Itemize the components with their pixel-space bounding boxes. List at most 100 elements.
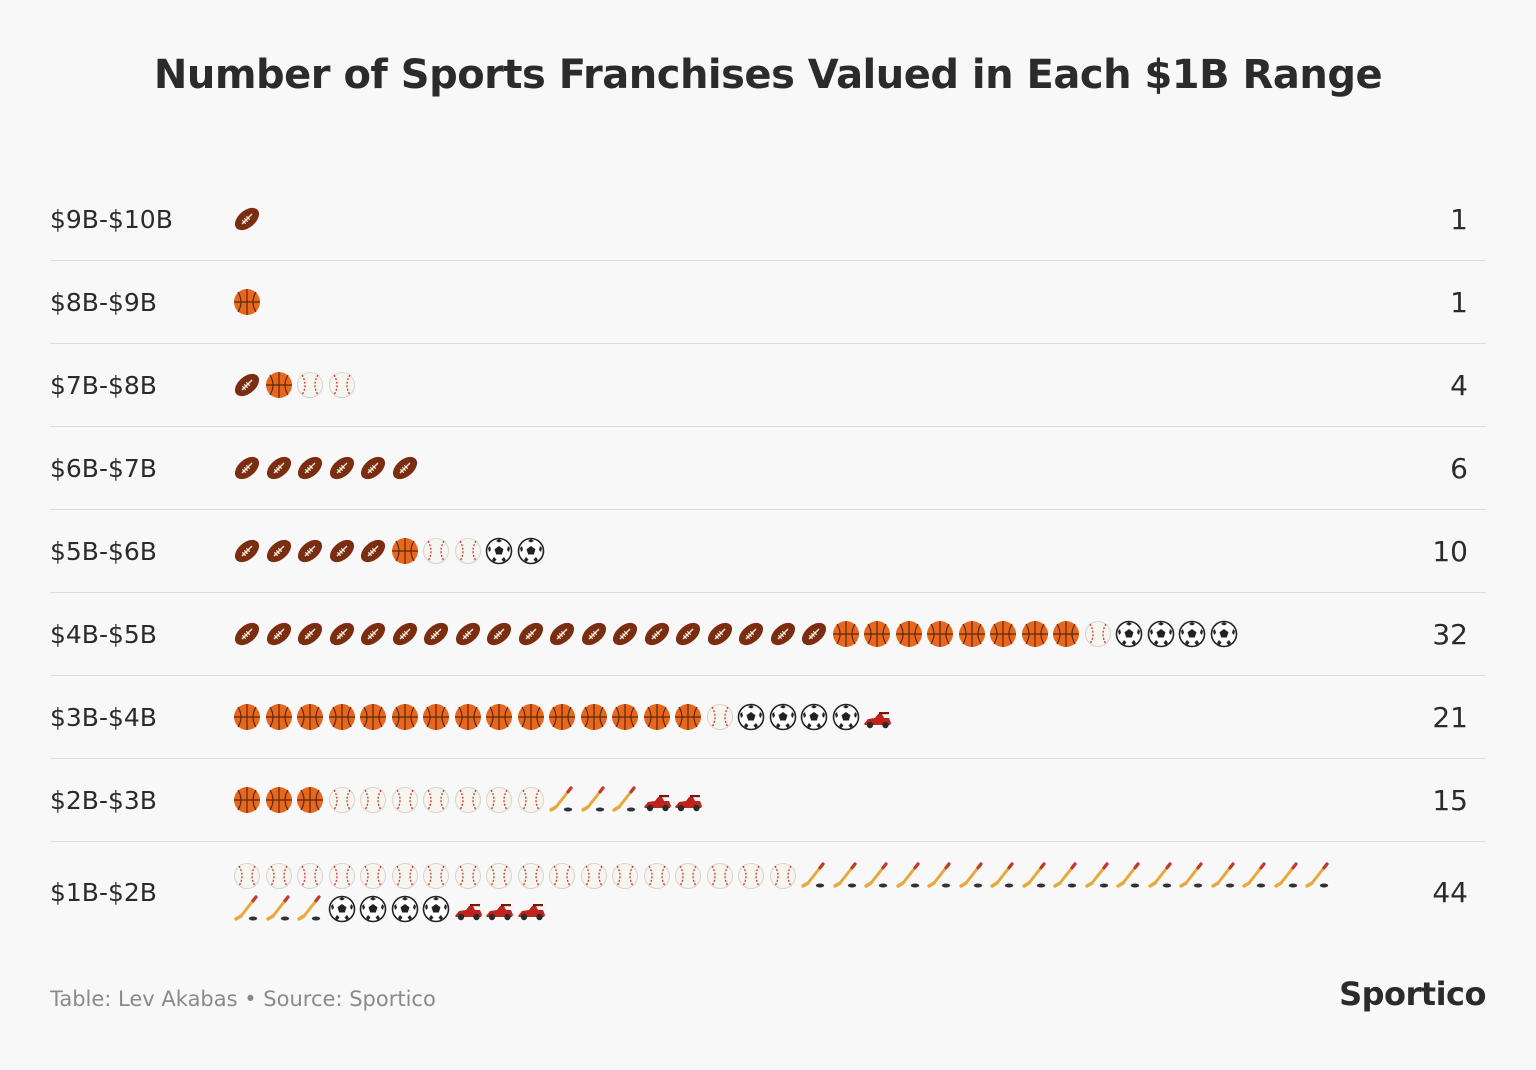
- football-icon: [736, 619, 766, 649]
- basketball-icon: [453, 702, 483, 732]
- table-row: $4B-$5B 32: [50, 593, 1486, 676]
- hockey-icon: [894, 861, 924, 891]
- range-label: $3B-$4B: [50, 702, 157, 732]
- hockey-icon: [232, 894, 262, 924]
- team-icons: [232, 759, 1342, 841]
- baseball-icon: [642, 861, 672, 891]
- football-icon: [327, 453, 357, 483]
- football-icon: [295, 536, 325, 566]
- racing-icon: [516, 894, 546, 924]
- football-icon: [390, 453, 420, 483]
- hockey-icon: [925, 861, 955, 891]
- basketball-icon: [988, 619, 1018, 649]
- football-icon: [264, 453, 294, 483]
- team-icons: [232, 344, 1342, 426]
- baseball-icon: [421, 785, 451, 815]
- range-label: $4B-$5B: [50, 619, 157, 649]
- baseball-icon: [358, 785, 388, 815]
- baseball-icon: [453, 861, 483, 891]
- soccer-icon: [1114, 619, 1144, 649]
- range-label: $5B-$6B: [50, 536, 157, 566]
- baseball-icon: [358, 861, 388, 891]
- basketball-icon: [232, 287, 262, 317]
- basketball-icon: [484, 702, 514, 732]
- basketball-icon: [264, 370, 294, 400]
- table-row: $2B-$3B 15: [50, 759, 1486, 842]
- soccer-icon: [390, 894, 420, 924]
- basketball-icon: [610, 702, 640, 732]
- football-icon: [390, 619, 420, 649]
- hockey-icon: [1209, 861, 1239, 891]
- range-label: $7B-$8B: [50, 370, 157, 400]
- table-row: $9B-$10B 1: [50, 178, 1486, 261]
- football-icon: [421, 619, 451, 649]
- baseball-icon: [390, 785, 420, 815]
- franchise-count: 44: [1432, 875, 1468, 909]
- franchise-count: 4: [1450, 368, 1468, 402]
- hockey-icon: [1240, 861, 1270, 891]
- baseball-icon: [484, 785, 514, 815]
- table-row: $6B-$7B 6: [50, 427, 1486, 510]
- franchise-count: 6: [1450, 451, 1468, 485]
- team-icons: [232, 261, 1342, 343]
- range-label: $2B-$3B: [50, 785, 157, 815]
- team-icons: [232, 510, 1342, 592]
- franchise-value-table: $9B-$10B 1 $8B-$9B 1 $7B-$8B 4 $6B-$7B 6 $5B-$6B…: [50, 178, 1486, 942]
- racing-icon: [862, 702, 892, 732]
- source-credit: Table: Lev Akabas • Source: Sportico: [50, 987, 436, 1011]
- hockey-icon: [547, 785, 577, 815]
- soccer-icon: [327, 894, 357, 924]
- hockey-icon: [1146, 861, 1176, 891]
- basketball-icon: [390, 702, 420, 732]
- racing-icon: [642, 785, 672, 815]
- baseball-icon: [579, 861, 609, 891]
- baseball-icon: [736, 861, 766, 891]
- baseball-icon: [673, 861, 703, 891]
- basketball-icon: [232, 702, 262, 732]
- soccer-icon: [799, 702, 829, 732]
- football-icon: [232, 370, 262, 400]
- football-icon: [768, 619, 798, 649]
- football-icon: [484, 619, 514, 649]
- soccer-icon: [1209, 619, 1239, 649]
- racing-icon: [673, 785, 703, 815]
- basketball-icon: [1020, 619, 1050, 649]
- franchise-count: 21: [1432, 700, 1468, 734]
- franchise-count: 1: [1450, 202, 1468, 236]
- racing-icon: [453, 894, 483, 924]
- baseball-icon: [264, 861, 294, 891]
- basketball-icon: [925, 619, 955, 649]
- basketball-icon: [642, 702, 672, 732]
- table-row: $3B-$4B 21: [50, 676, 1486, 759]
- baseball-icon: [768, 861, 798, 891]
- franchise-count: 10: [1432, 534, 1468, 568]
- baseball-icon: [295, 861, 325, 891]
- football-icon: [327, 536, 357, 566]
- hockey-icon: [862, 861, 892, 891]
- football-icon: [232, 453, 262, 483]
- football-icon: [705, 619, 735, 649]
- hockey-icon: [610, 785, 640, 815]
- baseball-icon: [516, 861, 546, 891]
- basketball-icon: [1051, 619, 1081, 649]
- basketball-icon: [516, 702, 546, 732]
- football-icon: [232, 536, 262, 566]
- hockey-icon: [264, 894, 294, 924]
- soccer-icon: [516, 536, 546, 566]
- range-label: $9B-$10B: [50, 204, 173, 234]
- football-icon: [673, 619, 703, 649]
- soccer-icon: [736, 702, 766, 732]
- football-icon: [358, 536, 388, 566]
- basketball-icon: [358, 702, 388, 732]
- football-icon: [232, 204, 262, 234]
- basketball-icon: [831, 619, 861, 649]
- hockey-icon: [988, 861, 1018, 891]
- basketball-icon: [264, 702, 294, 732]
- basketball-icon: [327, 702, 357, 732]
- baseball-icon: [327, 785, 357, 815]
- soccer-icon: [358, 894, 388, 924]
- hockey-icon: [579, 785, 609, 815]
- baseball-icon: [232, 861, 262, 891]
- basketball-icon: [547, 702, 577, 732]
- football-icon: [358, 619, 388, 649]
